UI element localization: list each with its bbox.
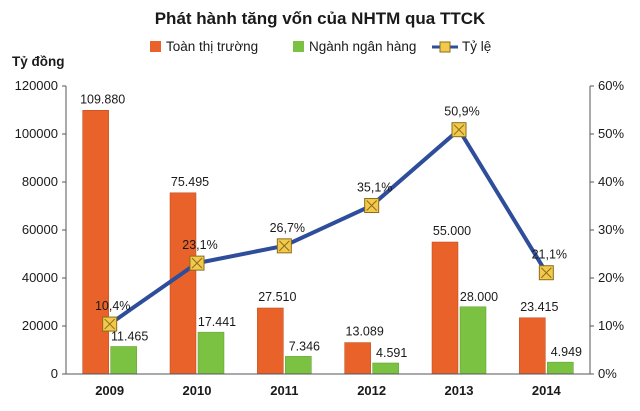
- marker-cross-ty-le: [453, 124, 465, 136]
- marker-cross-ty-le: [104, 318, 116, 330]
- y-tick-label: 40000: [22, 270, 58, 285]
- y2-tick-label: 50%: [598, 126, 624, 141]
- legend-swatch-nganh-ngan-hang: [293, 41, 304, 52]
- marker-cross-ty-le: [278, 240, 290, 252]
- y-tick-label: 0: [51, 366, 58, 381]
- data-label-toan-thi-truong: 23.415: [520, 300, 558, 314]
- bar-nganh-ngan-hang: [547, 361, 574, 375]
- x-tick-label: 2011: [270, 383, 298, 398]
- bar-nganh-ngan-hang: [285, 356, 312, 375]
- line-ty-le: [108, 127, 549, 326]
- data-label-ty-le: 23,1%: [182, 238, 217, 252]
- data-label-nganh-ngan-hang: 17.441: [198, 315, 236, 329]
- bar-toan-thi-truong: [169, 192, 197, 375]
- bar-toan-thi-truong: [431, 241, 459, 375]
- data-label-nganh-ngan-hang: 7.346: [289, 339, 320, 353]
- bar-toan-thi-truong: [344, 342, 371, 375]
- data-label-nganh-ngan-hang: 4.591: [376, 346, 407, 360]
- y-tick-label: 120000: [15, 78, 58, 93]
- data-label-ty-le: 21,1%: [532, 248, 567, 262]
- marker-cross-ty-le: [540, 267, 552, 279]
- bar-nganh-ngan-hang: [459, 306, 487, 375]
- plot-area: 0 20000 40000 60000 80000 100000 120000 0% 10% 20…: [15, 78, 625, 398]
- data-label-toan-thi-truong: 13.089: [346, 325, 384, 339]
- bar-nganh-ngan-hang: [372, 362, 399, 375]
- y2-tick-label: 40%: [598, 174, 624, 189]
- data-label-toan-thi-truong: 109.880: [80, 92, 125, 106]
- y2-tick-label: 30%: [598, 222, 624, 237]
- x-tick-label: 2012: [357, 383, 386, 398]
- chart-title: Phát hành tăng vốn của NHTM qua TTCK: [155, 9, 486, 28]
- marker-cross-ty-le: [191, 257, 203, 269]
- x-tick-label: 2009: [95, 383, 124, 398]
- legend-label-toan-thi-truong: Toàn thị trường: [166, 39, 258, 54]
- bar-nganh-ngan-hang: [110, 346, 137, 375]
- x-tick-label: 2010: [183, 383, 212, 398]
- x-tick-label: 2013: [445, 383, 474, 398]
- data-label-ty-le: 10,4%: [95, 299, 130, 313]
- data-label-nganh-ngan-hang: 4.949: [551, 345, 582, 359]
- data-label-nganh-ngan-hang: 28.000: [460, 290, 498, 304]
- legend-marker-ty-le: [439, 41, 451, 53]
- legend-label-ty-le: Tỷ lệ: [462, 39, 491, 54]
- marker-cross-ty-le: [366, 200, 378, 211]
- data-label-toan-thi-truong: 27.510: [258, 290, 296, 304]
- data-label-nganh-ngan-hang: 11.465: [111, 329, 148, 343]
- y2-tick-label: 0%: [598, 366, 617, 381]
- x-tick-label: 2014: [532, 383, 562, 398]
- data-label-toan-thi-truong: 75.495: [171, 175, 209, 189]
- y2-tick-label: 60%: [598, 78, 624, 93]
- legend: Toàn thị trường Ngành ngân hàng Tỷ lệ: [150, 39, 491, 54]
- legend-swatch-toan-thi-truong: [150, 41, 161, 52]
- y-tick-label: 80000: [22, 174, 58, 189]
- bar-nganh-ngan-hang: [197, 331, 225, 375]
- data-label-toan-thi-truong: 55.000: [433, 224, 471, 238]
- data-label-ty-le: 35,1%: [357, 181, 392, 195]
- y-tick-label: 60000: [22, 222, 58, 237]
- data-label-ty-le: 50,9%: [444, 105, 479, 119]
- bar-toan-thi-truong: [82, 110, 109, 375]
- y-axis-unit-label: Tỷ đồng: [12, 54, 65, 69]
- data-label-ty-le: 26,7%: [270, 221, 305, 235]
- legend-label-nganh-ngan-hang: Ngành ngân hàng: [309, 39, 416, 54]
- y2-tick-label: 10%: [598, 318, 624, 333]
- y-tick-label: 100000: [15, 126, 58, 141]
- y-tick-label: 20000: [22, 318, 58, 333]
- bar-toan-thi-truong: [257, 307, 284, 375]
- bar-toan-thi-truong: [519, 317, 546, 375]
- y2-tick-label: 20%: [598, 270, 624, 285]
